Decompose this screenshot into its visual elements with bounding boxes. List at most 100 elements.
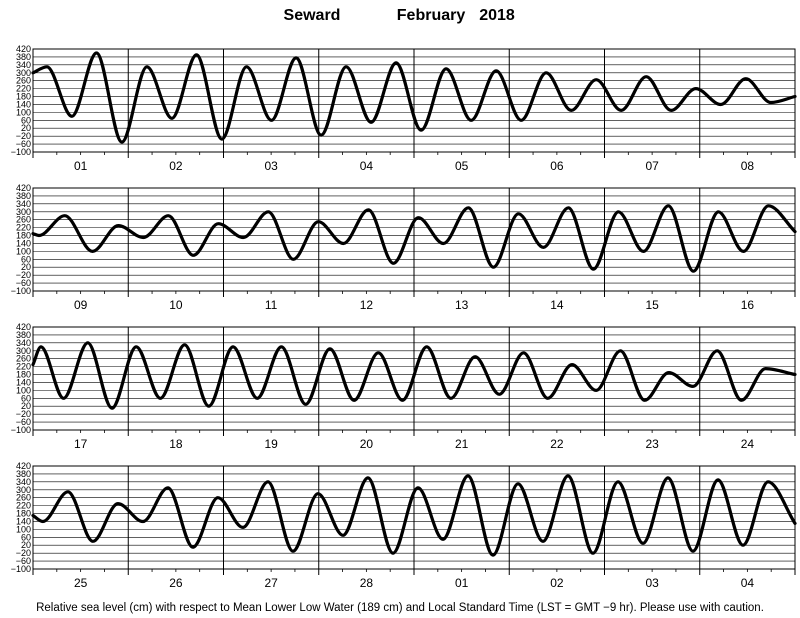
y-tick-label: 100 (16, 107, 31, 117)
day-label-03: 03 (264, 159, 278, 173)
y-tick-label: 340 (16, 60, 31, 70)
y-tick-label: 260 (16, 354, 31, 364)
y-tick-label: 140 (16, 99, 31, 109)
day-label-16: 16 (741, 298, 755, 312)
y-tick-label: 420 (16, 461, 31, 471)
day-label-13: 13 (455, 298, 469, 312)
y-tick-label: 100 (16, 524, 31, 534)
day-label-19: 19 (264, 437, 278, 451)
day-label-26: 26 (169, 576, 183, 590)
y-tick-label: −60 (16, 556, 31, 566)
y-tick-label: 340 (16, 338, 31, 348)
y-tick-label: 420 (16, 322, 31, 332)
footer-note: Relative sea level (cm) with respect to … (36, 602, 764, 614)
y-tick-label: −100 (11, 564, 31, 574)
y-tick-label: 140 (16, 516, 31, 526)
y-tick-label: 180 (16, 509, 31, 519)
day-label-12: 12 (360, 298, 374, 312)
y-tick-label: 340 (16, 199, 31, 209)
y-tick-label: 300 (16, 68, 31, 78)
y-tick-label: 380 (16, 469, 31, 479)
y-tick-label: 20 (21, 262, 31, 272)
day-label-01: 01 (74, 159, 88, 173)
day-label-15: 15 (645, 298, 659, 312)
y-tick-label: 60 (21, 532, 31, 542)
day-label-28: 28 (360, 576, 374, 590)
y-tick-label: 100 (16, 385, 31, 395)
tide-curve-1 (31, 341, 797, 410)
y-tick-label: −60 (16, 417, 31, 427)
title-station: Seward (284, 7, 341, 24)
day-label-23: 23 (645, 437, 659, 451)
tide-chart: Seward February 2018 4203803403002602201… (11, 7, 797, 590)
panel-frame (32, 48, 796, 153)
day-label-06: 06 (550, 159, 564, 173)
chart-title: Seward February 2018 (284, 7, 515, 24)
y-tick-label: −20 (16, 548, 31, 558)
y-tick-label: −100 (11, 286, 31, 296)
y-tick-label: 180 (16, 92, 31, 102)
day-label-02: 02 (169, 159, 183, 173)
y-tick-label: −60 (16, 139, 31, 149)
y-tick-label: 380 (16, 330, 31, 340)
y-tick-label: 140 (16, 377, 31, 387)
y-tick-label: −100 (11, 425, 31, 435)
day-label-05: 05 (455, 159, 469, 173)
day-label-27: 27 (264, 576, 278, 590)
y-tick-label: −20 (16, 409, 31, 419)
day-label-22: 22 (550, 437, 564, 451)
tide-curve-1 (31, 204, 797, 273)
y-tick-label: −20 (16, 131, 31, 141)
day-label-25: 25 (74, 576, 88, 590)
y-tick-label: 60 (21, 254, 31, 264)
y-tick-label: 220 (16, 362, 31, 372)
day-label-24: 24 (741, 437, 755, 451)
day-label-11: 11 (265, 298, 278, 312)
tide-curve-1 (31, 51, 797, 144)
title-month: February (397, 7, 466, 24)
tide-curve-1 (31, 474, 797, 557)
day-label-10: 10 (169, 298, 183, 312)
y-tick-label: −20 (16, 270, 31, 280)
y-tick-label: −100 (11, 147, 31, 157)
panel-4: 4203803403002602201801401006020−20−60−10… (11, 461, 797, 590)
panel-frame (32, 465, 796, 570)
y-tick-label: 60 (21, 393, 31, 403)
y-tick-label: 260 (16, 76, 31, 86)
panel-3: 4203803403002602201801401006020−20−60−10… (11, 322, 797, 451)
y-tick-label: 420 (16, 183, 31, 193)
day-label-03: 03 (645, 576, 659, 590)
y-tick-label: 100 (16, 246, 31, 256)
y-tick-label: −60 (16, 278, 31, 288)
day-label-20: 20 (360, 437, 374, 451)
y-tick-label: 420 (16, 44, 31, 54)
day-label-18: 18 (169, 437, 183, 451)
y-tick-label: 300 (16, 346, 31, 356)
y-tick-label: 300 (16, 485, 31, 495)
panel-frame (32, 187, 796, 292)
y-tick-label: 60 (21, 115, 31, 125)
day-label-14: 14 (550, 298, 564, 312)
y-tick-label: 140 (16, 238, 31, 248)
title-year: 2018 (479, 7, 515, 24)
panel-2: 4203803403002602201801401006020−20−60−10… (11, 183, 797, 312)
y-tick-label: 220 (16, 84, 31, 94)
day-label-02: 02 (550, 576, 564, 590)
day-label-01: 01 (455, 576, 469, 590)
y-tick-label: 300 (16, 207, 31, 217)
y-tick-label: 380 (16, 52, 31, 62)
y-tick-label: 220 (16, 223, 31, 233)
day-label-17: 17 (74, 437, 88, 451)
y-tick-label: 20 (21, 123, 31, 133)
day-label-21: 21 (455, 437, 469, 451)
panel-frame (32, 326, 796, 431)
y-tick-label: 20 (21, 540, 31, 550)
day-label-04: 04 (741, 576, 755, 590)
y-tick-label: 380 (16, 191, 31, 201)
day-label-09: 09 (74, 298, 88, 312)
y-tick-label: 180 (16, 231, 31, 241)
y-tick-label: 340 (16, 477, 31, 487)
y-tick-label: 260 (16, 215, 31, 225)
day-label-07: 07 (645, 159, 659, 173)
y-tick-label: 220 (16, 501, 31, 511)
